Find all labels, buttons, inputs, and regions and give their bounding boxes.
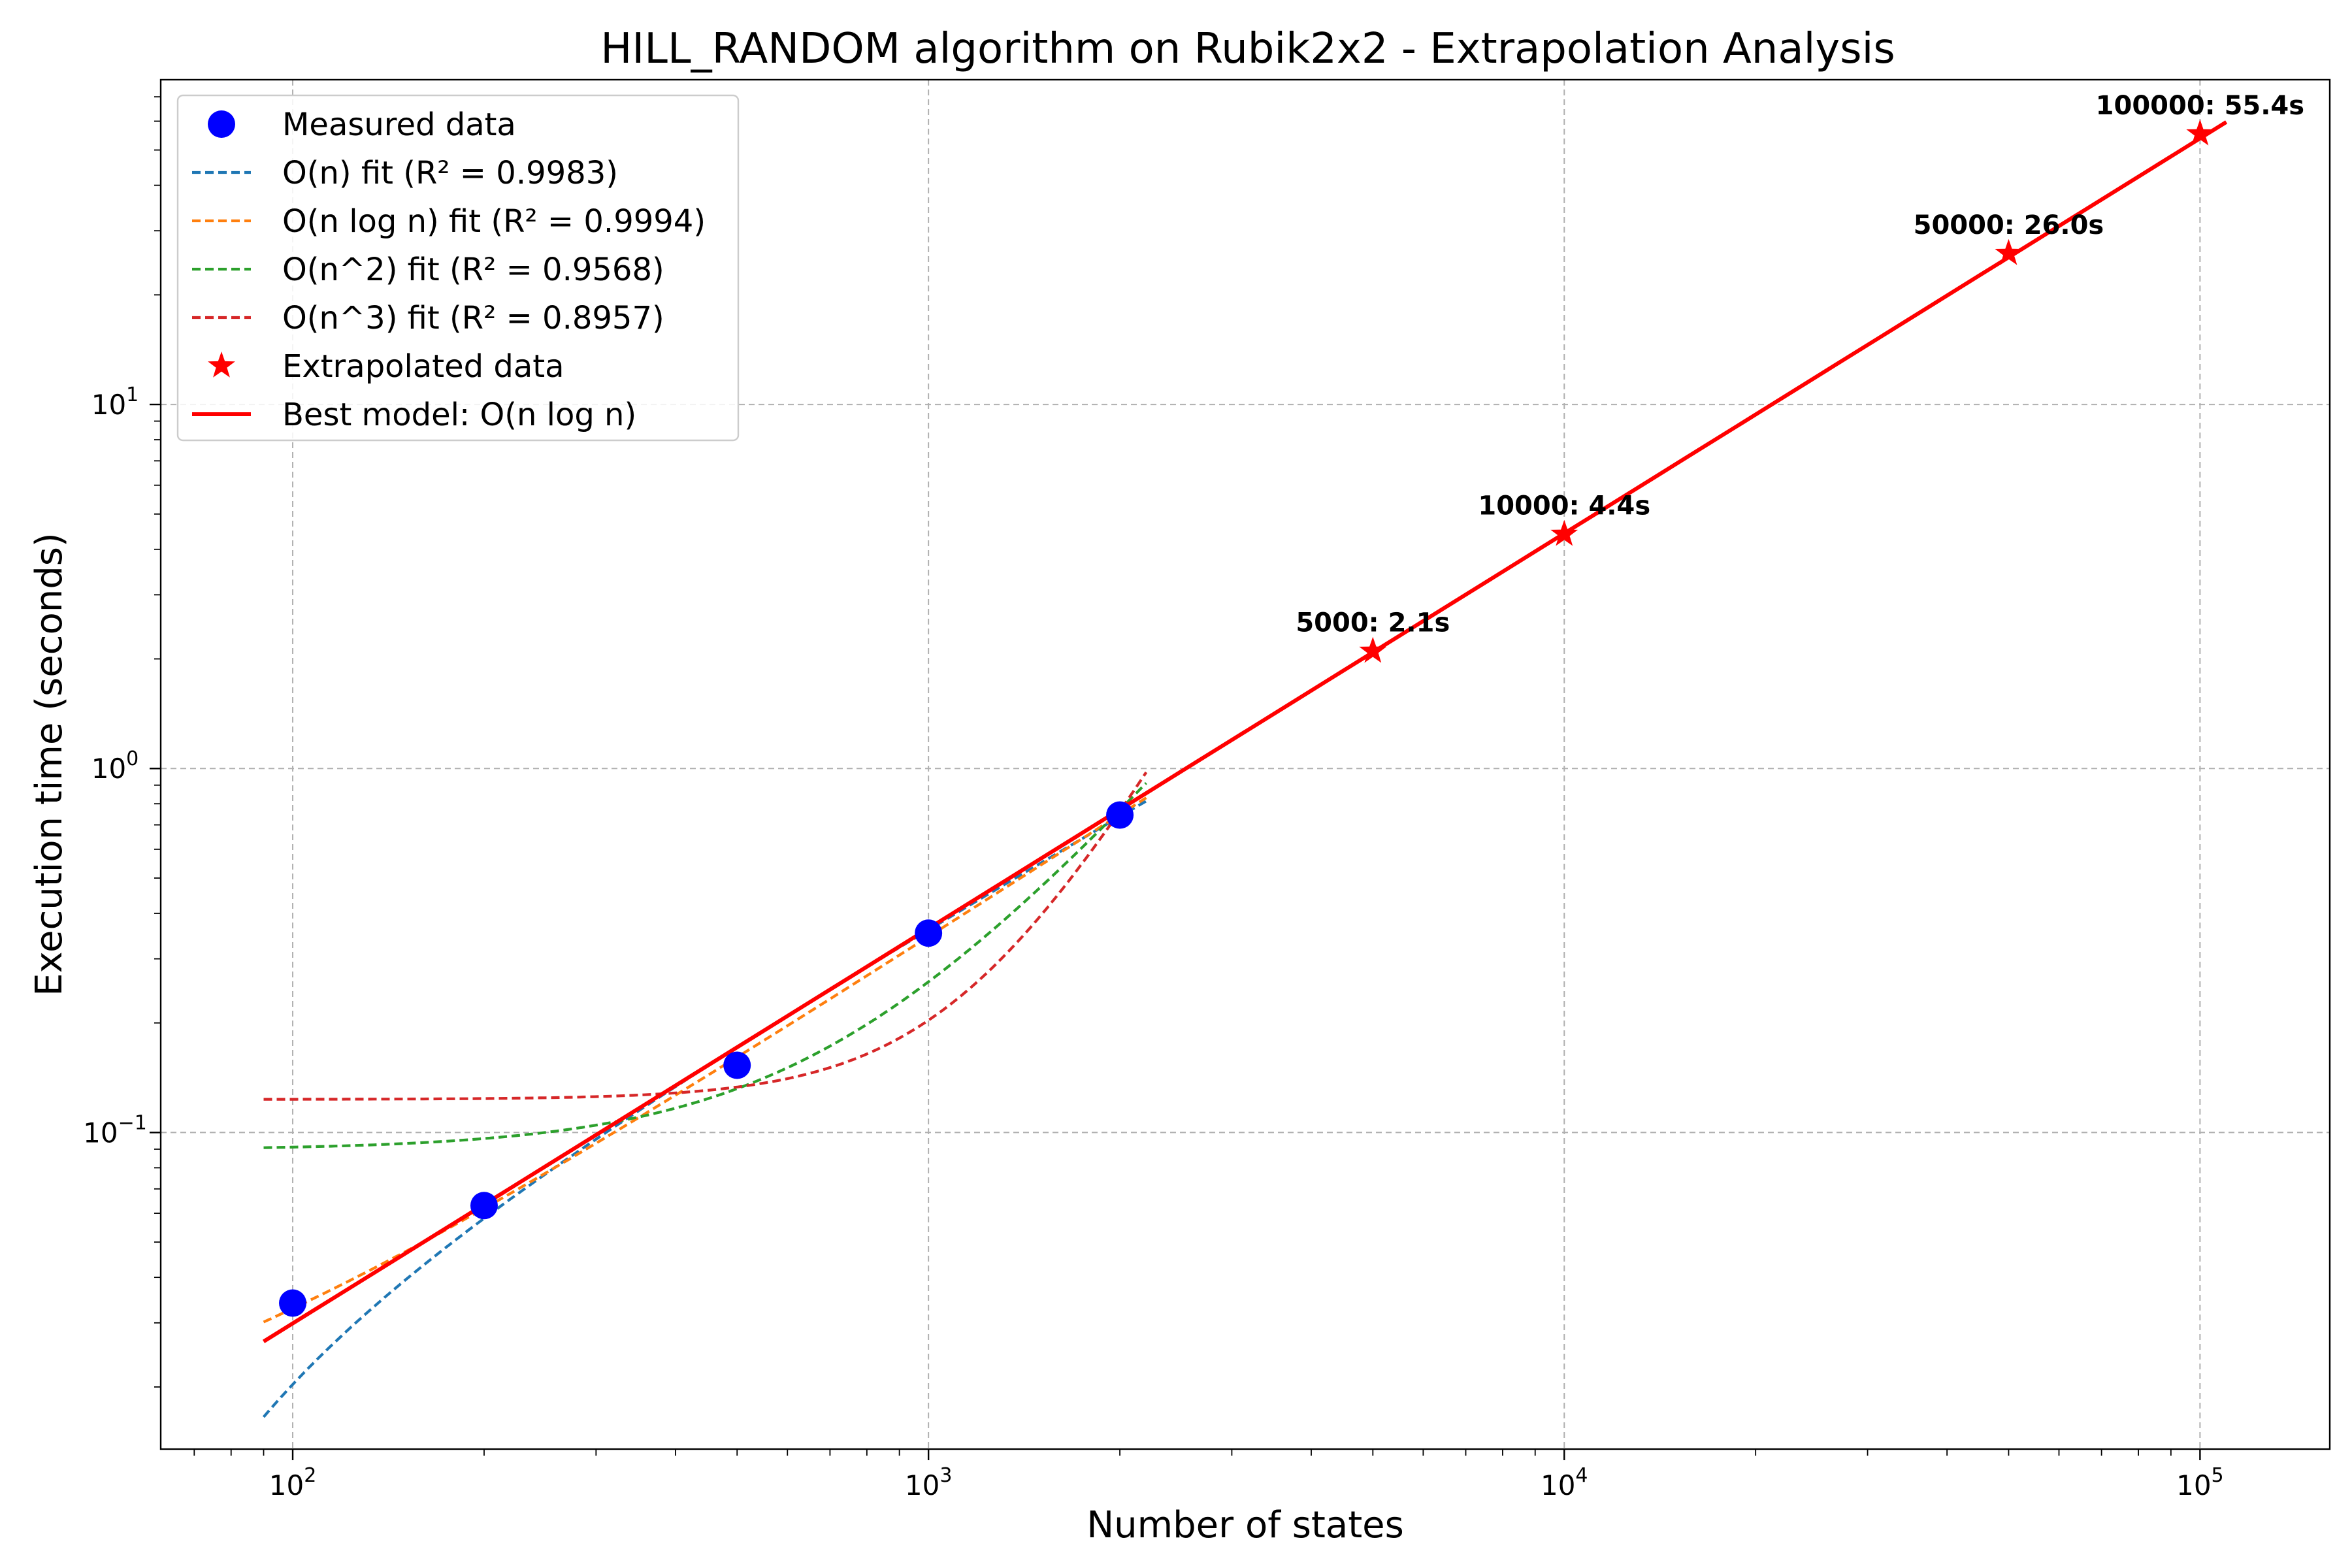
y-tick-label: 101 xyxy=(91,384,139,421)
legend-label: Measured data xyxy=(282,106,516,143)
legend-fit-nlogn: O(n log n) fit (R² = 0.9994) xyxy=(192,203,706,240)
extrapolated-points xyxy=(1359,119,2214,663)
legend-measured: Measured data xyxy=(208,106,516,143)
legend-fit-n2: O(n^2) fit (R² = 0.9568) xyxy=(192,252,664,288)
y-tick-label: 10−1 xyxy=(83,1111,147,1149)
fit-curve-n2 xyxy=(263,782,1147,1149)
extrapolated-label: 5000: 2.1s xyxy=(1296,608,1450,638)
extrapolated-label: 10000: 4.4s xyxy=(1478,491,1650,521)
y-tick-label: 100 xyxy=(91,747,139,785)
extrapolated-label: 100000: 55.4s xyxy=(2096,91,2304,121)
best-model-line xyxy=(262,120,2228,1343)
extrapolated-point xyxy=(1359,636,1387,663)
x-tick-label: 104 xyxy=(1541,1464,1588,1501)
axis-ticks: 102 103 104 105 10−1 100 101 xyxy=(83,96,2224,1501)
measured-points xyxy=(279,801,1134,1317)
legend-label: O(n) fit (R² = 0.9983) xyxy=(282,155,618,191)
legend-label: Best model: O(n log n) xyxy=(282,397,636,433)
x-tick-label: 103 xyxy=(905,1464,953,1501)
plot-frame xyxy=(159,78,2331,1450)
extrapolated-point xyxy=(1995,238,2023,265)
annotations: 5000: 2.1s 10000: 4.4s 50000: 26.0s 100000:… xyxy=(1296,91,2304,638)
legend-label: O(n log n) fit (R² = 0.9994) xyxy=(282,203,706,240)
extrapolated-point xyxy=(2186,119,2214,146)
legend-extrapolated: Extrapolated data xyxy=(208,348,564,385)
legend-box xyxy=(176,94,740,442)
legend-fit-n3: O(n^3) fit (R² = 0.8957) xyxy=(192,300,664,336)
legend-label: O(n^2) fit (R² = 0.9568) xyxy=(282,252,664,288)
legend-best-model: Best model: O(n log n) xyxy=(192,397,636,433)
measured-point xyxy=(279,1289,307,1317)
legend-fit-n: O(n) fit (R² = 0.9983) xyxy=(192,155,618,191)
legend-label: O(n^3) fit (R² = 0.8957) xyxy=(282,300,664,336)
chart-title: HILL_RANDOM algorithm on Rubik2x2 - Extr… xyxy=(600,25,1895,73)
measured-point xyxy=(915,919,943,947)
measured-point xyxy=(470,1192,498,1220)
x-axis-label: Number of states xyxy=(1086,1504,1404,1546)
legend-marker xyxy=(208,110,235,138)
measured-point xyxy=(723,1051,751,1079)
legend-marker xyxy=(208,351,235,378)
fit-curve-n3 xyxy=(263,771,1148,1101)
best-model-curve xyxy=(262,120,2228,1343)
y-axis-label: Execution time (seconds) xyxy=(28,532,71,996)
extrapolated-point xyxy=(1550,519,1578,546)
legend: Measured data O(n) fit (R² = 0.9983) O(n l… xyxy=(176,94,740,442)
x-tick-label: 102 xyxy=(269,1464,317,1501)
legend-label: Extrapolated data xyxy=(282,348,564,385)
x-tick-label: 105 xyxy=(2176,1464,2224,1501)
measured-point xyxy=(1106,801,1134,829)
extrapolated-label: 50000: 26.0s xyxy=(1914,210,2104,240)
